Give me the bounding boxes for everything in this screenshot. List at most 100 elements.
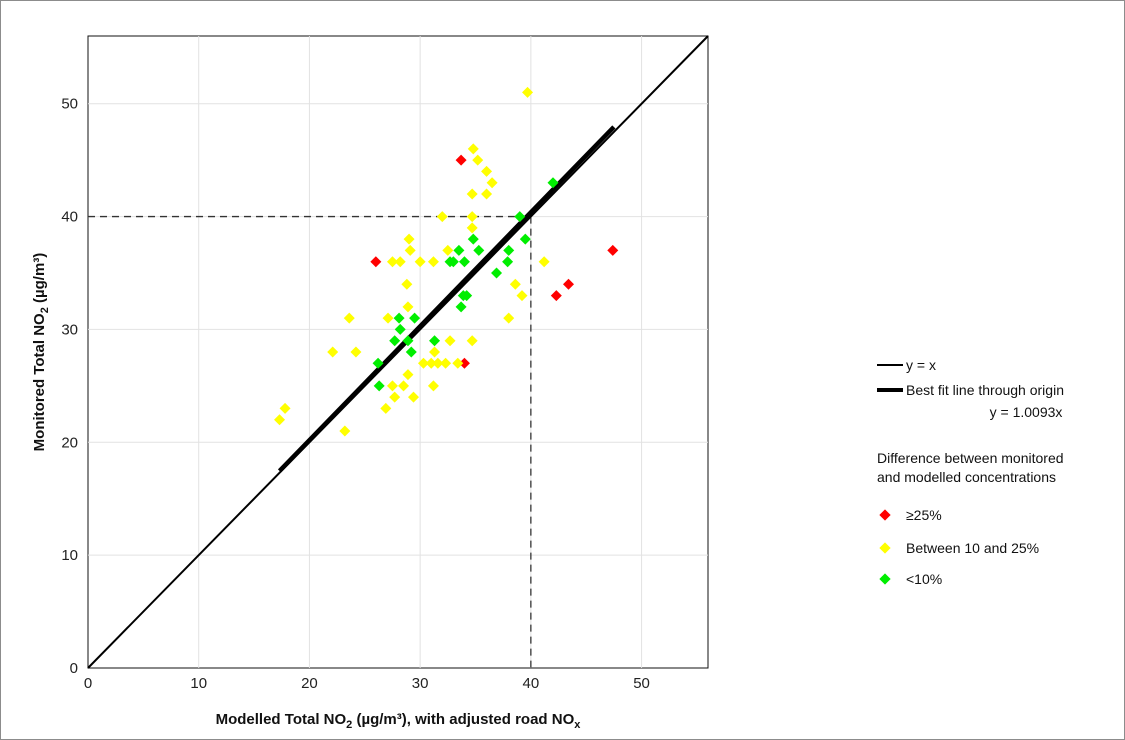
legend-yellow-label: Between 10 and 25% bbox=[906, 540, 1039, 556]
legend: y = x Best fit line through origin y = 1… bbox=[877, 357, 1064, 587]
data-point bbox=[455, 301, 467, 313]
y-axis-title: Monitored Total NO2 (µg/m³) bbox=[31, 253, 51, 452]
data-point bbox=[339, 425, 351, 437]
y-tick-label: 0 bbox=[70, 660, 78, 677]
data-point bbox=[408, 391, 419, 403]
data-point bbox=[458, 357, 470, 369]
data-point bbox=[516, 290, 528, 302]
data-point bbox=[382, 312, 394, 324]
legend-green-label: <10% bbox=[906, 571, 942, 587]
data-point bbox=[538, 256, 550, 268]
data-point bbox=[279, 402, 291, 414]
data-point bbox=[427, 380, 439, 392]
data-point bbox=[386, 380, 398, 392]
data-point bbox=[481, 188, 493, 200]
data-point bbox=[503, 244, 515, 256]
data-point bbox=[414, 256, 426, 268]
data-point bbox=[457, 290, 469, 302]
data-point bbox=[394, 323, 406, 335]
fit-lines bbox=[87, 35, 709, 669]
data-point bbox=[519, 233, 531, 245]
data-point bbox=[386, 256, 398, 268]
data-point bbox=[403, 233, 415, 245]
legend-green-marker bbox=[879, 573, 891, 585]
data-point bbox=[440, 357, 452, 369]
data-point bbox=[509, 278, 521, 290]
data-point bbox=[393, 312, 405, 324]
data-point bbox=[491, 267, 503, 279]
data-point bbox=[405, 346, 417, 358]
legend-heading-line-1: Difference between monitored bbox=[877, 450, 1064, 466]
data-point bbox=[404, 244, 416, 256]
data-point bbox=[466, 188, 478, 200]
data-point bbox=[547, 177, 559, 189]
data-point bbox=[436, 211, 448, 223]
data-point bbox=[466, 335, 478, 347]
data-point bbox=[394, 256, 406, 268]
data-point bbox=[389, 391, 401, 403]
objective-reference-lines bbox=[88, 215, 532, 668]
x-tick-label: 10 bbox=[190, 675, 207, 692]
data-point bbox=[442, 244, 454, 256]
x-tick-label: 30 bbox=[412, 675, 429, 692]
y-tick-label: 30 bbox=[61, 321, 78, 338]
data-point bbox=[444, 256, 456, 268]
x-tick-label: 40 bbox=[523, 675, 540, 692]
data-point bbox=[472, 154, 484, 166]
data-point bbox=[452, 357, 464, 369]
data-point bbox=[467, 233, 479, 245]
data-point bbox=[409, 312, 421, 324]
data-point bbox=[458, 256, 470, 268]
y-tick-labels: 0 10 20 30 40 50 bbox=[61, 96, 78, 677]
legend-red-marker bbox=[879, 509, 891, 521]
data-point bbox=[473, 244, 485, 256]
legend-yellow-marker bbox=[879, 542, 891, 554]
data-point bbox=[372, 357, 384, 369]
legend-bestfit-equation: y = 1.0093x bbox=[990, 404, 1063, 420]
data-point bbox=[274, 414, 286, 426]
data-point bbox=[522, 86, 534, 98]
y-tick-label: 40 bbox=[61, 209, 78, 226]
y-tick-label: 10 bbox=[61, 547, 78, 564]
data-point bbox=[373, 380, 385, 392]
best-fit-line bbox=[277, 125, 616, 473]
data-point bbox=[444, 335, 456, 347]
data-point bbox=[389, 335, 401, 347]
data-point bbox=[486, 177, 498, 189]
data-point bbox=[503, 312, 515, 324]
data-point bbox=[514, 211, 526, 223]
data-points bbox=[274, 86, 619, 437]
data-point bbox=[467, 143, 479, 155]
x-tick-label: 0 bbox=[84, 675, 92, 692]
data-point bbox=[563, 278, 574, 290]
data-point bbox=[402, 335, 414, 347]
x-tick-labels: 0 10 20 30 40 50 bbox=[84, 675, 650, 692]
data-point bbox=[417, 357, 429, 369]
data-point bbox=[429, 335, 441, 347]
data-point bbox=[398, 380, 410, 392]
data-point bbox=[343, 312, 355, 324]
legend-bestfit-label: Best fit line through origin bbox=[906, 382, 1064, 398]
data-point bbox=[402, 369, 414, 381]
legend-heading-line-2: and modelled concentrations bbox=[877, 469, 1056, 485]
data-point bbox=[466, 211, 478, 223]
data-point bbox=[550, 290, 562, 302]
data-point bbox=[429, 346, 441, 358]
data-point bbox=[401, 278, 413, 290]
y-tick-label: 20 bbox=[61, 434, 78, 451]
data-point bbox=[432, 357, 444, 369]
legend-identity-label: y = x bbox=[906, 357, 936, 373]
legend-red-label: ≥25% bbox=[906, 507, 942, 523]
data-point bbox=[481, 165, 493, 177]
x-tick-label: 50 bbox=[633, 675, 650, 692]
data-point bbox=[502, 256, 514, 268]
data-point bbox=[453, 244, 465, 256]
y-tick-label: 50 bbox=[61, 96, 78, 113]
data-point bbox=[466, 222, 478, 234]
data-point bbox=[427, 256, 439, 268]
x-axis-title: Modelled Total NO2 (µg/m³), with adjuste… bbox=[216, 711, 582, 731]
data-point bbox=[327, 346, 339, 358]
data-point bbox=[607, 244, 619, 256]
data-point bbox=[350, 346, 362, 358]
